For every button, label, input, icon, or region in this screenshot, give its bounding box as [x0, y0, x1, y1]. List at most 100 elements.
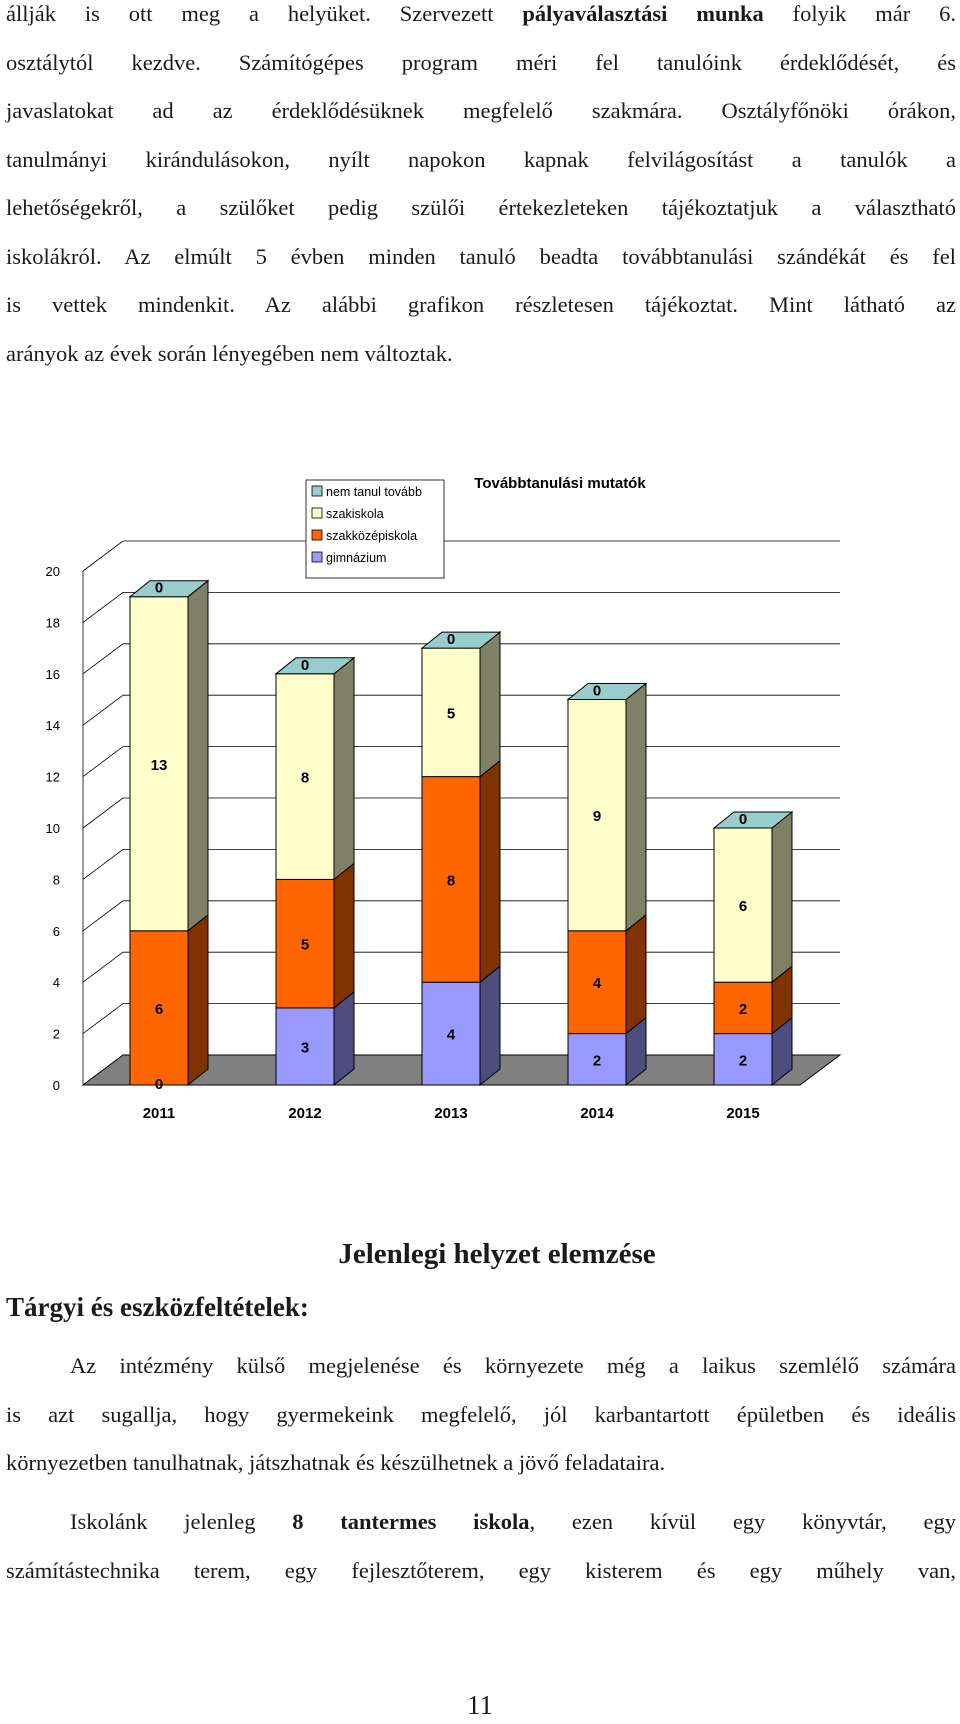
y-tick-label: 12 — [46, 770, 60, 785]
data-label: 6 — [739, 898, 747, 915]
data-label: 2 — [593, 1052, 601, 1069]
body-line: környezetben tanulhatnak, játszhatnak és… — [6, 1450, 666, 1475]
bar-top — [420, 631, 502, 649]
y-tick-label: 16 — [46, 667, 60, 682]
gridline — [82, 540, 840, 572]
y-tick-label: 2 — [53, 1027, 60, 1042]
chart-labels: 0246810121416182006130201135802012485020… — [46, 475, 760, 1122]
bar-side — [333, 862, 355, 1009]
gridline — [82, 643, 840, 675]
data-label: 9 — [593, 808, 601, 825]
body-line: Iskolánk jelenleg 8 tantermes iskola, ez… — [70, 1509, 957, 1534]
intro-line: tanulmányi kirándulásokon, nyílt napokon… — [6, 146, 956, 172]
data-label: 0 — [447, 631, 455, 648]
data-label: 13 — [151, 757, 168, 774]
intro-line: is vettek mindenkit. Az alábbi grafikon … — [6, 292, 956, 317]
data-label: 0 — [593, 683, 601, 700]
y-tick-label: 0 — [53, 1078, 60, 1093]
legend-swatch — [311, 507, 323, 519]
bar-side — [771, 810, 793, 984]
y-tick-label: 10 — [46, 821, 60, 836]
data-label: 2 — [739, 1052, 747, 1069]
y-tick-label: 14 — [46, 718, 60, 733]
data-label: 0 — [155, 1076, 163, 1093]
page-number: 11 — [467, 1690, 493, 1720]
intro-line: arányok az évek során lényegében nem vál… — [6, 340, 453, 366]
bar-top — [566, 683, 648, 700]
intro-line: osztálytól kezdve. Számítógépes program … — [6, 49, 956, 75]
intro-paragraph: állják is ott meg a helyüket. Szervezett… — [6, 0, 956, 378]
data-label: 0 — [301, 657, 309, 674]
body-line: is azt sugallja, hogy gyermekeink megfel… — [6, 1401, 956, 1427]
section-title: Jelenlegi helyzet elemzése — [338, 1238, 656, 1270]
career-work-emphasis: pályaválasztási munka — [522, 1, 764, 26]
legend-swatch — [311, 485, 323, 497]
bar-segment — [567, 930, 627, 1035]
legend-box — [305, 479, 445, 579]
data-label: 3 — [301, 1039, 309, 1056]
facilities-paragraph: Az intézmény külső megjelenése és környe… — [6, 1342, 956, 1488]
bar-segment — [421, 981, 481, 1086]
bar-segment — [275, 1007, 335, 1086]
data-label: 5 — [301, 937, 309, 954]
y-tick-label: 6 — [53, 924, 60, 939]
intro-line: lehetőségekről, a szülőket pedig szülői … — [6, 195, 956, 220]
x-tick-label: 2012 — [288, 1105, 321, 1122]
bar-segment — [421, 776, 481, 983]
bar-top — [128, 580, 210, 598]
legend-swatch — [311, 529, 323, 541]
bar-segment — [567, 699, 627, 932]
data-label: 5 — [447, 705, 455, 722]
x-tick-label: 2011 — [143, 1105, 176, 1122]
x-tick-label: 2013 — [434, 1105, 467, 1122]
gridline — [82, 591, 840, 623]
y-tick-label: 8 — [53, 872, 60, 887]
data-label: 2 — [739, 1001, 747, 1018]
body-line: Az intézmény külső megjelenése és környe… — [70, 1353, 956, 1378]
intro-line: állják is ott meg a helyüket. Szervezett… — [6, 1, 956, 26]
bar-side — [625, 913, 647, 1035]
bar-side — [479, 631, 501, 778]
data-label: 6 — [155, 1001, 163, 1018]
legend-label: szakiskola — [326, 507, 384, 521]
body-line: számítástechnika terem, egy fejlesztőter… — [6, 1557, 956, 1583]
data-label: 8 — [301, 770, 309, 787]
bar-segment — [713, 827, 773, 983]
chart-bars — [128, 579, 794, 1087]
x-tick-label: 2014 — [580, 1105, 614, 1122]
legend-label: nem tanul tovább — [326, 485, 422, 499]
subsection-title: Tárgyi és eszközfeltételek: — [6, 1292, 309, 1322]
y-tick-label: 20 — [46, 564, 60, 579]
x-tick-label: 2015 — [726, 1105, 759, 1122]
data-label: 8 — [447, 872, 455, 889]
legend-swatch — [311, 551, 323, 563]
bar-side — [479, 965, 501, 1087]
bar-side — [625, 682, 647, 932]
bar-segment — [421, 647, 481, 778]
classroom-count-emphasis: 8 tantermes iskola — [292, 1509, 530, 1534]
data-label: 4 — [593, 975, 602, 992]
data-label: 4 — [447, 1027, 456, 1044]
data-label: 0 — [155, 580, 163, 597]
intro-line: javaslatokat ad az érdeklődésüknek megfe… — [6, 98, 956, 123]
stacked-bar-chart: 0246810121416182006130201135802012485020… — [46, 475, 842, 1122]
bar-top — [712, 811, 794, 829]
legend-label: szakközépiskola — [326, 529, 417, 543]
bar-side — [333, 656, 355, 881]
chart-legend: nem tanul tovább szakiskola szakközépiskol… — [305, 479, 445, 579]
chart-title: Továbbtanulási mutatók — [474, 475, 646, 492]
rooms-paragraph: Iskolánk jelenleg 8 tantermes iskola, ez… — [6, 1498, 956, 1595]
bar-segment — [713, 1033, 773, 1086]
intro-line: iskolákról. Az elmúlt 5 évben minden tan… — [6, 243, 956, 269]
legend-label: gimnázium — [326, 551, 386, 565]
bar-side — [479, 759, 501, 984]
bar-side — [187, 913, 209, 1087]
y-tick-label: 18 — [46, 615, 60, 630]
y-tick-label: 4 — [53, 975, 60, 990]
bar-segment — [275, 878, 335, 1009]
bar-top — [274, 657, 356, 675]
data-label: 0 — [739, 811, 747, 828]
bar-segment — [129, 930, 189, 1086]
bar-side — [187, 579, 209, 932]
bar-segment — [567, 1033, 627, 1086]
